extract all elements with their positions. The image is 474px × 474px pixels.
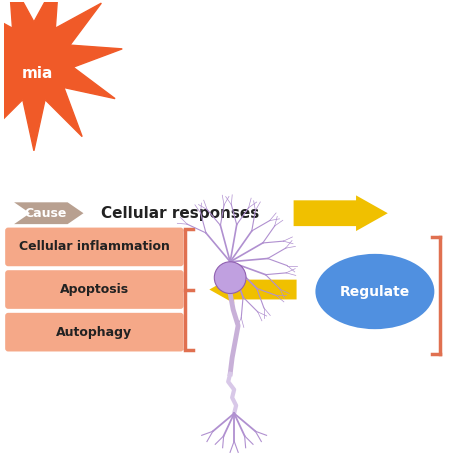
Text: mia: mia — [22, 66, 54, 81]
FancyBboxPatch shape — [5, 313, 183, 352]
FancyArrow shape — [210, 276, 297, 303]
Text: Apoptosis: Apoptosis — [60, 283, 129, 296]
FancyBboxPatch shape — [5, 228, 183, 266]
Text: Autophagy: Autophagy — [56, 326, 132, 338]
Polygon shape — [0, 0, 122, 151]
Polygon shape — [14, 202, 83, 224]
Text: Cellular inflammation: Cellular inflammation — [19, 240, 170, 254]
Ellipse shape — [214, 262, 246, 293]
Text: Cause: Cause — [25, 207, 67, 220]
Text: Regulate: Regulate — [340, 284, 410, 299]
Text: Cellular responses: Cellular responses — [101, 206, 260, 221]
Ellipse shape — [315, 254, 434, 329]
FancyBboxPatch shape — [5, 270, 183, 309]
FancyArrow shape — [293, 195, 388, 231]
